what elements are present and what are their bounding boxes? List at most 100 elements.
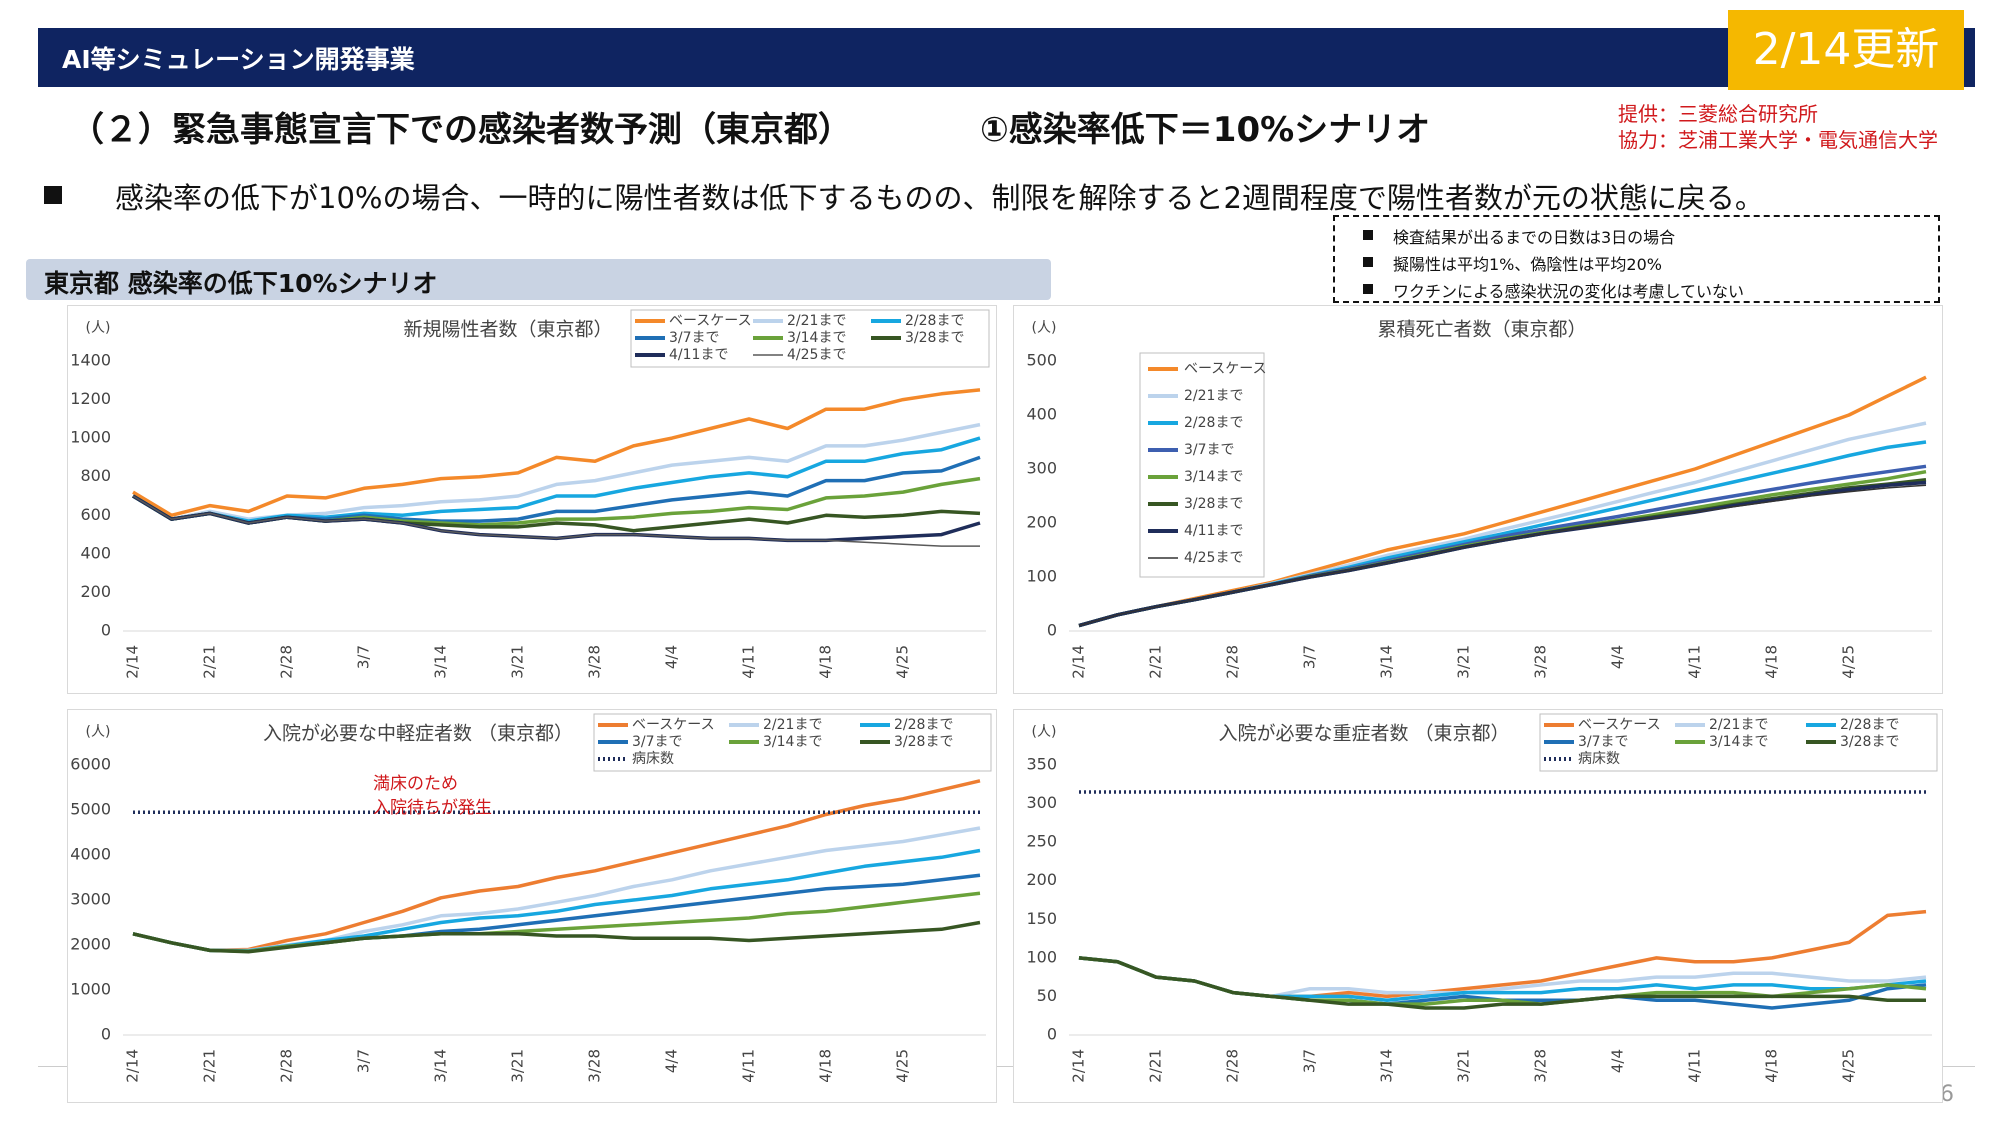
chart-title: 累積死亡者数（東京都） [1377,319,1586,341]
note: ワクチンによる感染状況の変化は考慮していない [1393,282,1745,301]
x-tick-label: 2/28 [1224,1049,1242,1083]
y-tick-label: 150 [1026,909,1057,928]
x-tick-label: 4/25 [1840,1049,1858,1083]
note: 擬陽性は平均1%、偽陰性は平均20% [1393,255,1662,274]
legend-label: 2/28まで [1840,717,1899,733]
y-unit: (人) [86,320,111,336]
scenario-title: ①感染率低下＝10%シナリオ [980,110,1431,150]
chart: 累積死亡者数（東京都） (人) 0 100 200 300 400 500 2/14 2/21 2/… [1013,305,1943,694]
x-tick-label: 2/21 [1147,645,1165,679]
chart: 入院が必要な重症者数 （東京都） (人) 0 50 100 150 200 250 300 350… [1013,709,1943,1103]
series-line [132,826,981,953]
legend-label: ベースケース [632,717,715,733]
y-tick-label: 0 [101,621,111,640]
legend-label: 2/28まで [1184,415,1243,431]
footer-line [38,1066,1975,1067]
y-tick-label: 600 [80,505,111,524]
x-tick-label: 2/28 [278,645,296,679]
legend-label: 3/14まで [787,330,846,346]
x-tick-label: 4/11 [740,1049,758,1083]
legend-label: 2/21まで [1709,717,1768,733]
x-tick-label: 4/11 [740,645,758,679]
series-line [132,495,980,547]
y-tick-label: 250 [1026,832,1057,851]
legend-label: 4/25まで [787,347,846,363]
legend-label: 3/14まで [763,734,822,750]
x-tick-label: 3/28 [586,1049,604,1083]
series-line [132,873,981,954]
y-tick-label: 50 [1037,986,1057,1005]
legend-label: 3/7まで [1184,442,1235,458]
x-tick-label: 4/18 [1763,1049,1781,1083]
legend-label: 3/28まで [1184,496,1243,512]
y-unit: (人) [86,724,111,740]
y-unit: (人) [1032,320,1057,336]
annotation: 入院待ちが発生 [373,798,492,818]
x-tick-label: 3/7 [1301,645,1319,669]
chart-title: 新規陽性者数（東京都） [403,319,612,341]
chart-title: 入院が必要な重症者数 （東京都） [1218,723,1509,745]
x-tick-label: 4/4 [1609,1049,1627,1073]
series-line [132,779,981,953]
section-label: 東京都 感染率の低下10%シナリオ [44,269,438,298]
chart: 新規陽性者数（東京都） (人) 0 200 400 600 800 1000 1200 1400 2… [67,305,997,694]
y-tick-label: 1000 [70,980,111,999]
x-tick-label: 2/14 [124,1049,142,1083]
y-tick-label: 3000 [70,890,111,909]
y-tick-label: 200 [1026,870,1057,889]
legend-label: 2/28まで [894,717,953,733]
legend-label: 2/28まで [905,313,964,329]
legend-label: 4/25まで [1184,550,1243,566]
y-tick-label: 800 [80,466,111,485]
x-tick-label: 3/7 [1301,1049,1319,1073]
chart-title: 入院が必要な中軽症者数 （東京都） [263,723,573,745]
x-tick-label: 4/18 [817,1049,835,1083]
x-tick-label: 4/25 [1840,645,1858,679]
notes-box [1333,215,1940,303]
legend-label: ベースケース [669,313,752,329]
x-tick-label: 2/21 [201,1049,219,1083]
series-line [132,920,981,954]
legend-label: 3/14まで [1709,734,1768,750]
x-tick-label: 2/14 [1070,1049,1088,1083]
legend-label: 4/11まで [669,347,728,363]
y-tick-label: 200 [80,582,111,601]
x-tick-label: 4/4 [663,645,681,669]
cooperator: 協力：芝浦工業大学・電気通信大学 [1618,128,1938,152]
legend-label: 3/28まで [905,330,964,346]
x-tick-label: 4/25 [894,645,912,679]
provider: 提供：三菱総合研究所 [1618,102,1818,126]
legend-label: ベースケース [1184,361,1267,377]
x-tick-label: 4/4 [663,1049,681,1073]
slide-title: （２）緊急事態宣言下での感染者数予測（東京都） [70,110,852,150]
legend-label: 3/14まで [1184,469,1243,485]
legend-label: 病床数 [632,751,674,767]
page-number: 6 [1940,1082,1954,1107]
y-unit: (人) [1032,724,1057,740]
x-tick-label: 2/21 [201,645,219,679]
legend-box [630,309,990,368]
x-tick-label: 3/14 [1378,645,1396,679]
legend-label: 2/21まで [763,717,822,733]
y-tick-label: 6000 [70,755,111,774]
x-tick-label: 4/11 [1686,645,1704,679]
x-tick-label: 3/14 [432,645,450,679]
note-marker [1363,284,1373,294]
x-tick-label: 2/21 [1147,1049,1165,1083]
bullet-marker [44,186,62,204]
y-tick-label: 0 [101,1025,111,1044]
x-tick-label: 3/21 [509,645,527,679]
y-tick-label: 300 [1026,459,1057,478]
series-line [1078,484,1927,627]
legend-label: 3/28まで [1840,734,1899,750]
legend-label: 病床数 [1578,751,1620,767]
x-tick-label: 4/18 [817,645,835,679]
y-tick-label: 5000 [70,800,111,819]
y-tick-label: 500 [1026,351,1057,370]
legend-box [593,713,992,772]
note: 検査結果が出るまでの日数は3日の場合 [1393,228,1676,247]
note-marker [1363,230,1373,240]
bullet-text: 感染率の低下が10%の場合、一時的に陽性者数は低下するものの、制限を解除すると2… [115,181,1764,215]
legend-box [1139,352,1265,578]
